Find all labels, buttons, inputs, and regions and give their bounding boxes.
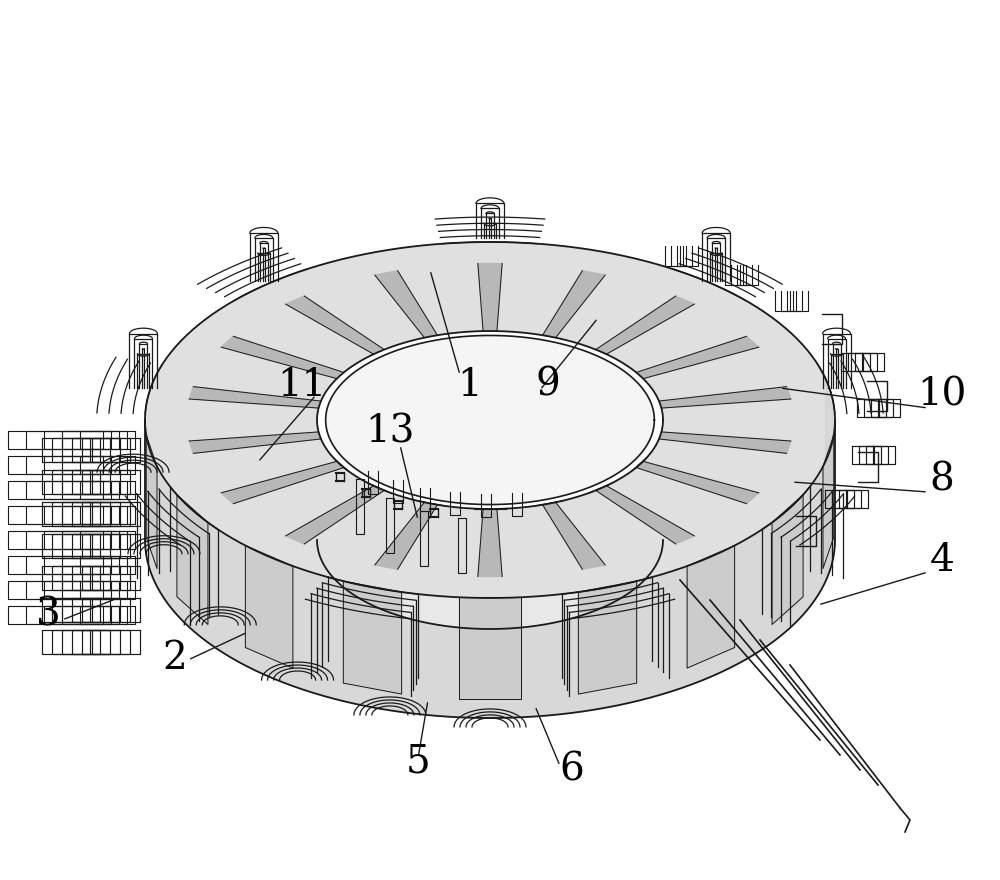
Text: 3: 3 — [36, 597, 60, 634]
Polygon shape — [375, 271, 437, 338]
Polygon shape — [543, 502, 605, 569]
Polygon shape — [588, 583, 627, 632]
Polygon shape — [826, 440, 833, 580]
Text: 13: 13 — [365, 414, 415, 451]
Polygon shape — [343, 581, 402, 694]
Polygon shape — [543, 271, 605, 338]
Polygon shape — [177, 495, 208, 625]
Polygon shape — [478, 509, 502, 576]
Text: 9: 9 — [536, 366, 560, 404]
Polygon shape — [145, 242, 835, 598]
Text: 2: 2 — [163, 640, 187, 677]
Polygon shape — [659, 386, 791, 408]
Text: 4: 4 — [930, 541, 954, 578]
Polygon shape — [636, 461, 759, 503]
Polygon shape — [826, 378, 833, 517]
Text: 10: 10 — [917, 377, 967, 414]
Polygon shape — [696, 549, 727, 640]
Polygon shape — [823, 435, 834, 568]
Polygon shape — [253, 549, 284, 563]
Polygon shape — [353, 583, 392, 590]
Polygon shape — [146, 435, 157, 568]
Polygon shape — [636, 336, 759, 378]
Text: 11: 11 — [277, 366, 327, 404]
Polygon shape — [772, 495, 803, 625]
Text: 5: 5 — [406, 744, 430, 781]
Polygon shape — [245, 546, 293, 668]
Polygon shape — [659, 432, 791, 453]
Polygon shape — [147, 440, 154, 461]
Polygon shape — [286, 486, 384, 544]
Polygon shape — [459, 598, 521, 700]
Text: 1: 1 — [458, 366, 482, 404]
Text: 6: 6 — [560, 752, 584, 788]
Polygon shape — [478, 263, 502, 331]
Polygon shape — [221, 461, 344, 503]
Polygon shape — [326, 335, 654, 504]
Polygon shape — [778, 500, 799, 622]
Polygon shape — [145, 420, 835, 718]
Polygon shape — [596, 486, 694, 544]
Polygon shape — [687, 546, 735, 668]
Polygon shape — [181, 500, 202, 518]
Polygon shape — [221, 336, 344, 378]
Text: 8: 8 — [930, 461, 954, 498]
Polygon shape — [596, 296, 694, 354]
Polygon shape — [375, 502, 437, 569]
Polygon shape — [286, 296, 384, 354]
Polygon shape — [189, 386, 321, 408]
Polygon shape — [147, 378, 154, 400]
Polygon shape — [578, 581, 637, 694]
Polygon shape — [189, 432, 321, 453]
Polygon shape — [317, 420, 663, 629]
